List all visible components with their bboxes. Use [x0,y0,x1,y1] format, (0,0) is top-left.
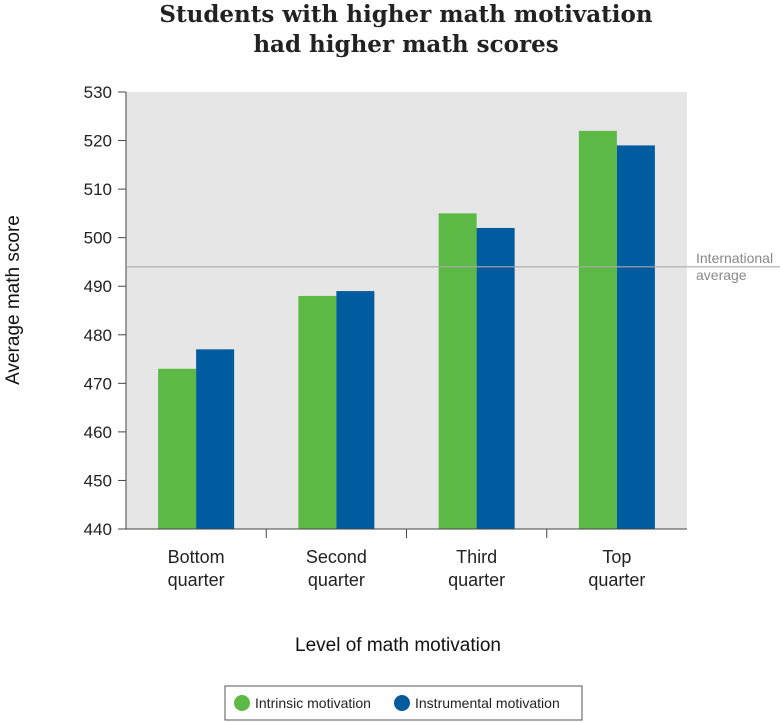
bar [476,227,515,529]
bar [158,368,197,529]
y-tick-label: 480 [84,326,112,345]
bar [578,130,617,529]
bar [616,145,655,529]
chart-title-line: Students with higher math motivation [159,1,652,28]
legend-label: Intrinsic motivation [255,695,371,711]
chart-title-line: had higher math scores [253,31,558,58]
y-tick-label: 460 [84,423,112,442]
y-tick-label: 510 [84,180,112,199]
reference-line-label: International average [696,250,773,283]
x-axis-title: Level of math motivation [295,635,501,656]
y-axis-title: Average math score [3,215,24,385]
y-tick-label: 440 [84,520,112,539]
y-tick-label: 520 [84,132,112,151]
legend-label: Instrumental motivation [415,695,560,711]
bars [158,130,655,529]
y-tick-label: 470 [84,374,112,393]
bar [298,295,337,529]
x-tick-label: Second quarter [306,547,367,590]
legend-swatch [234,695,250,711]
bar [336,291,375,529]
y-axis: 440 450 460 470 480 490 500 510 520 530 [84,83,127,539]
y-tick-label: 490 [84,277,112,296]
bar [196,349,235,529]
bar [438,213,477,529]
x-tick-label: Third quarter [448,547,505,590]
x-axis: Bottom quarter Second quarter Third quarter To… [126,528,687,590]
x-tick-label: Bottom quarter [168,547,225,590]
y-tick-label: 450 [84,471,112,490]
y-tick-label: 530 [84,83,112,102]
legend: Intrinsic motivation Instrumental motivat… [224,685,583,721]
chart-title: Students with higher math motivation had … [159,1,652,58]
legend-swatch [394,695,410,711]
y-tick-label: 500 [84,229,112,248]
x-tick-label: Top quarter [588,547,645,590]
reference-line-group: International average [126,250,780,283]
